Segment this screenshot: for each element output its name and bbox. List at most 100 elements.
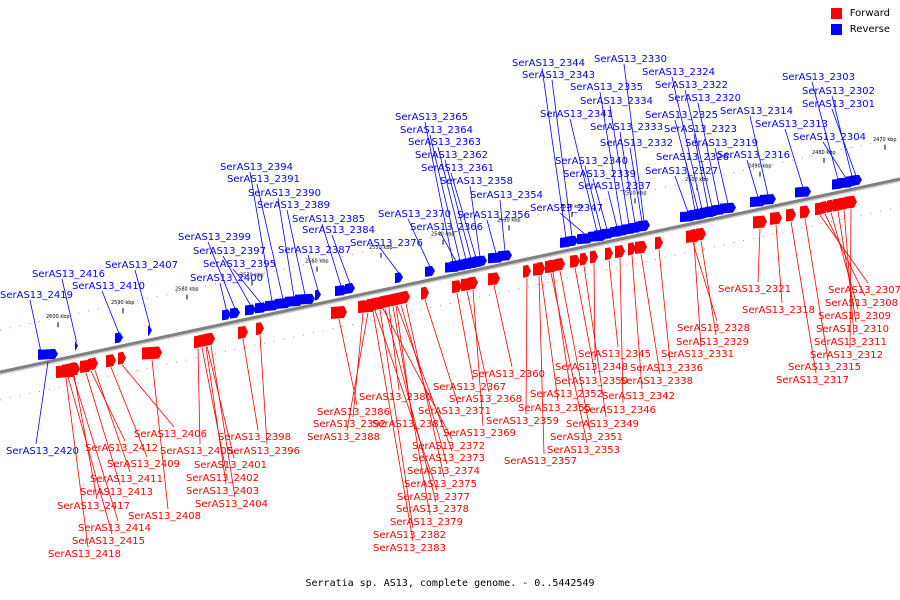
reverse-gene-arrow[interactable] bbox=[395, 272, 403, 284]
forward-gene-connector bbox=[658, 249, 671, 362]
forward-gene-arrow[interactable] bbox=[845, 195, 857, 209]
reverse-gene-label: SerAS13_2356 bbox=[457, 210, 530, 221]
reverse-gene-label: SerAS13_2354 bbox=[470, 190, 543, 201]
reverse-gene-arrow[interactable] bbox=[566, 235, 578, 247]
reverse-gene-label: SerAS13_2420 bbox=[6, 446, 79, 457]
forward-gene-label: SerAS13_2409 bbox=[107, 459, 180, 470]
reverse-gene-connector bbox=[714, 147, 729, 204]
forward-gene-arrow[interactable] bbox=[142, 346, 162, 360]
forward-gene-connector bbox=[456, 292, 474, 381]
forward-gene-arrow[interactable] bbox=[56, 364, 76, 378]
forward-gene-arrow[interactable] bbox=[389, 293, 397, 307]
forward-gene-arrow[interactable] bbox=[590, 250, 598, 264]
forward-gene-arrow[interactable] bbox=[786, 208, 796, 222]
forward-gene-arrow[interactable] bbox=[686, 229, 700, 243]
forward-gene-arrow[interactable] bbox=[655, 236, 663, 250]
forward-gene-arrow[interactable] bbox=[753, 215, 767, 229]
reverse-gene-arrow[interactable] bbox=[850, 174, 862, 186]
forward-gene-arrow[interactable] bbox=[238, 325, 248, 339]
reverse-gene-arrow[interactable] bbox=[245, 304, 256, 316]
forward-gene-label: SerAS13_2413 bbox=[80, 487, 153, 498]
reverse-gene-label: SerAS13_2335 bbox=[570, 82, 643, 93]
reverse-gene-arrow[interactable] bbox=[760, 194, 776, 206]
forward-gene-arrow[interactable] bbox=[80, 359, 92, 373]
forward-gene-arrow[interactable] bbox=[331, 306, 347, 320]
scale-tick-label: 2490 kbp bbox=[748, 164, 772, 170]
reverse-gene-connector bbox=[486, 219, 497, 254]
forward-gene-arrow[interactable] bbox=[570, 254, 580, 268]
reverse-gene-arrow[interactable] bbox=[345, 283, 355, 295]
reverse-gene-arrow[interactable] bbox=[335, 285, 347, 297]
reverse-gene-arrow[interactable] bbox=[720, 202, 736, 214]
forward-gene-label: SerAS13_2308 bbox=[825, 298, 898, 309]
forward-gene-label: SerAS13_2418 bbox=[48, 549, 121, 560]
reverse-gene-connector bbox=[749, 115, 769, 196]
forward-gene-arrow[interactable] bbox=[452, 280, 462, 294]
forward-gene-arrow[interactable] bbox=[488, 272, 500, 286]
reverse-gene-arrow[interactable] bbox=[148, 325, 152, 337]
reverse-gene-arrow[interactable] bbox=[832, 178, 844, 190]
forward-gene-connector bbox=[65, 377, 89, 548]
forward-gene-label: SerAS13_2352 bbox=[530, 389, 603, 400]
forward-gene-arrow[interactable] bbox=[367, 298, 379, 312]
reverse-gene-arrow[interactable] bbox=[295, 293, 315, 305]
legend-reverse-label: Reverse bbox=[849, 24, 890, 35]
forward-gene-label: SerAS13_2311 bbox=[814, 337, 887, 348]
reverse-gene-connector bbox=[629, 147, 643, 222]
reverse-gene-arrow[interactable] bbox=[75, 340, 78, 352]
forward-gene-arrow[interactable] bbox=[770, 211, 782, 225]
reverse-gene-arrow[interactable] bbox=[315, 289, 321, 301]
reverse-gene-arrow[interactable] bbox=[255, 302, 267, 314]
forward-gene-arrow[interactable] bbox=[615, 245, 625, 259]
forward-gene-arrow[interactable] bbox=[635, 240, 647, 254]
reverse-gene-label: SerAS13_2302 bbox=[802, 86, 875, 97]
forward-gene-label: SerAS13_2372 bbox=[412, 441, 485, 452]
reverse-gene-arrow[interactable] bbox=[38, 348, 58, 360]
forward-gene-arrow[interactable] bbox=[523, 264, 531, 278]
reverse-gene-label: SerAS13_2419 bbox=[0, 290, 73, 301]
forward-gene-arrow[interactable] bbox=[92, 357, 98, 371]
forward-gene-label: SerAS13_2379 bbox=[390, 517, 463, 528]
forward-gene-arrow[interactable] bbox=[533, 262, 545, 276]
reverse-gene-arrow[interactable] bbox=[473, 255, 487, 267]
reverse-gene-connector bbox=[29, 299, 41, 350]
forward-gene-connector bbox=[85, 372, 121, 486]
reverse-gene-label: SerAS13_2322 bbox=[655, 80, 728, 91]
forward-gene-label: SerAS13_2374 bbox=[407, 466, 480, 477]
forward-gene-arrow[interactable] bbox=[402, 290, 410, 304]
reverse-gene-connector bbox=[551, 79, 573, 237]
reverse-gene-arrow[interactable] bbox=[498, 250, 512, 262]
forward-gene-label: SerAS13_2382 bbox=[373, 530, 446, 541]
reverse-gene-arrow[interactable] bbox=[638, 220, 650, 232]
forward-gene-label: SerAS13_2307 bbox=[828, 285, 900, 296]
forward-gene-arrow[interactable] bbox=[207, 332, 215, 346]
reverse-gene-arrow[interactable] bbox=[115, 332, 123, 344]
forward-gene-label: SerAS13_2415 bbox=[72, 536, 145, 547]
reverse-gene-label: SerAS13_2304 bbox=[793, 132, 866, 143]
reverse-gene-arrow[interactable] bbox=[230, 307, 240, 319]
reverse-gene-connector bbox=[693, 133, 709, 208]
forward-gene-label: SerAS13_2331 bbox=[661, 349, 734, 360]
forward-gene-arrow[interactable] bbox=[468, 276, 478, 290]
forward-gene-arrow[interactable] bbox=[580, 252, 588, 266]
forward-gene-label: SerAS13_2404 bbox=[195, 499, 268, 510]
reverse-gene-label: SerAS13_2324 bbox=[642, 67, 715, 78]
forward-gene-arrow[interactable] bbox=[421, 286, 429, 300]
forward-gene-arrow[interactable] bbox=[628, 242, 636, 256]
forward-gene-connector bbox=[843, 210, 855, 336]
reverse-gene-arrow[interactable] bbox=[222, 309, 231, 321]
forward-gene-arrow[interactable] bbox=[256, 322, 264, 336]
forward-gene-label: SerAS13_2402 bbox=[186, 473, 259, 484]
reverse-gene-label: SerAS13_2390 bbox=[248, 188, 321, 199]
reverse-gene-arrow[interactable] bbox=[425, 265, 435, 277]
forward-gene-connector bbox=[540, 274, 559, 402]
forward-gene-arrow[interactable] bbox=[545, 260, 557, 274]
reverse-gene-arrow[interactable] bbox=[795, 186, 811, 198]
reverse-gene-label: SerAS13_2344 bbox=[512, 58, 585, 69]
forward-gene-arrow[interactable] bbox=[106, 354, 116, 368]
forward-gene-arrow[interactable] bbox=[555, 257, 565, 271]
forward-gene-arrow[interactable] bbox=[800, 205, 810, 219]
forward-gene-arrow[interactable] bbox=[605, 247, 613, 261]
forward-gene-label: SerAS13_2401 bbox=[194, 460, 267, 471]
forward-gene-arrow[interactable] bbox=[118, 351, 126, 365]
